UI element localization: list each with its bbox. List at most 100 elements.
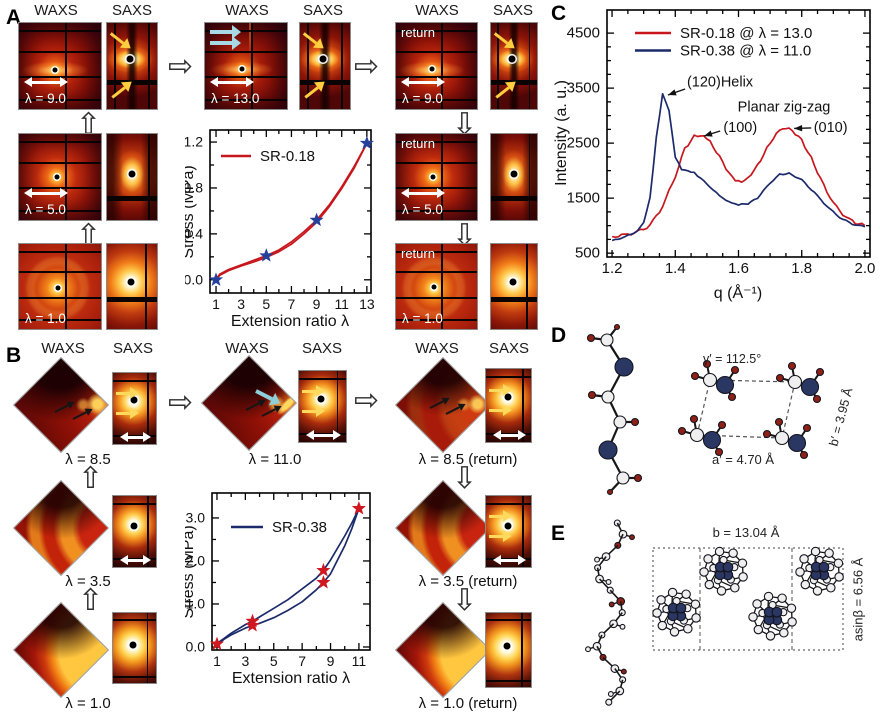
detector-gap-line xyxy=(205,50,287,53)
svg-text:0.8: 0.8 xyxy=(185,179,203,195)
panel-c-label: C xyxy=(551,2,567,25)
detector-gap-line xyxy=(113,618,156,621)
waxs-diamond-pattern xyxy=(394,479,492,577)
data-series xyxy=(215,142,368,281)
annotation-label: (010) xyxy=(814,120,848,136)
column-header: WAXS xyxy=(415,2,459,19)
beamstop xyxy=(510,170,518,178)
lambda-label: λ = 5.0 xyxy=(402,202,443,217)
saxs-pattern xyxy=(490,133,538,221)
annotation-label: (100) xyxy=(723,120,757,136)
detector-gap-line xyxy=(486,679,531,682)
stretch-direction-arrow-icon xyxy=(401,76,445,87)
lambda-label: λ = 1.0 xyxy=(402,311,443,326)
detector-gap-line xyxy=(148,134,150,220)
column-header: WAXS xyxy=(34,2,78,19)
panel-d-label: D xyxy=(551,324,567,347)
lambda-label: λ = 3.5 (return) xyxy=(418,573,518,590)
y-axis-label: Stress (MPa) xyxy=(185,165,197,258)
waxs-diamond-surface xyxy=(12,479,110,577)
waxs-pattern: λ = 5.0 xyxy=(18,133,102,221)
return-label: return xyxy=(401,25,435,40)
column-header: WAXS xyxy=(225,340,269,357)
saxs-pattern xyxy=(106,133,158,221)
detector-gap-line xyxy=(396,76,477,79)
annotation-label: Planar zig-zag xyxy=(738,99,831,115)
saxs-pattern xyxy=(485,368,532,443)
up-block-arrow-icon: ⇧ xyxy=(78,583,104,618)
data-series xyxy=(215,142,368,281)
detector-gap-line xyxy=(148,23,150,109)
waxs-diamond-surface xyxy=(394,601,492,699)
detector-gap-line xyxy=(114,23,116,109)
beamstop xyxy=(130,522,138,530)
beamstop xyxy=(130,396,138,404)
panel-b-label: B xyxy=(6,344,22,367)
stretch-direction-arrow-icon xyxy=(24,76,68,87)
saxs-pattern xyxy=(112,372,157,445)
detector-gap-line xyxy=(486,618,531,621)
x-axis-label: Extension ratio λ xyxy=(231,313,349,330)
svg-text:3: 3 xyxy=(237,296,245,312)
column-header: SAXS xyxy=(302,2,344,19)
yellow-arrow-icon xyxy=(303,31,318,45)
svg-text:2500: 2500 xyxy=(567,135,600,152)
star-marker xyxy=(359,135,374,150)
beamstop xyxy=(128,170,136,178)
data-series xyxy=(216,508,360,645)
lambda-label: λ = 3.5 xyxy=(65,573,111,590)
return-label: return xyxy=(401,136,435,151)
beamstop xyxy=(509,278,517,286)
waxs-pattern: λ = 13.0 xyxy=(204,22,288,110)
svg-text:500: 500 xyxy=(575,245,600,262)
detector-gap-line xyxy=(145,244,147,329)
lambda-label: λ = 1.0 xyxy=(25,311,66,326)
star-marker xyxy=(351,501,366,515)
detector-gap-line xyxy=(64,244,67,329)
waxs-diamond-surface xyxy=(394,479,492,577)
svg-text:1.6: 1.6 xyxy=(728,260,749,277)
svg-text:1: 1 xyxy=(212,296,220,312)
detector-gap-line xyxy=(19,29,101,32)
waxs-intensity-chart: 1.2 1.4 1.6 1.8 2.0 500 1500 2500 3500 4500 SR-0.1… xyxy=(553,9,875,302)
detector-gap-line xyxy=(441,23,443,109)
column-header: WAXS xyxy=(225,2,269,19)
detector-gap-line xyxy=(491,195,537,201)
lambda-label: λ = 8.5 (return) xyxy=(418,451,518,468)
lambda-label: λ = 13.0 xyxy=(211,91,260,106)
stress-strain-chart-sr038: 1 3 5 7 9 11 0.0 1.0 2.0 3.0 SR-0.38 Extension rati… xyxy=(185,492,371,687)
waxs-diamond-surface xyxy=(12,356,110,454)
saxs-pattern xyxy=(485,612,532,688)
waxs-diamond-pattern xyxy=(200,354,298,452)
svg-text:5: 5 xyxy=(262,296,270,312)
beamstop xyxy=(319,55,327,63)
detector-gap-line xyxy=(19,98,101,101)
svg-text:2.0: 2.0 xyxy=(186,552,206,568)
detector-gap-line xyxy=(491,296,537,302)
waxs-pattern: λ = 9.0 return xyxy=(395,22,478,110)
column-header: SAXS xyxy=(492,2,534,19)
planar-zigzag-unit-cell-structure-e xyxy=(585,519,844,706)
stretch-direction-arrow-icon xyxy=(120,431,151,442)
waxs-pattern: λ = 5.0 return xyxy=(395,133,478,221)
detector-gap-line xyxy=(336,371,339,442)
star-marker xyxy=(259,248,274,262)
detector-gap-line xyxy=(19,318,101,321)
beamstop xyxy=(55,285,61,291)
beamstop xyxy=(508,55,516,63)
detector-gap-line xyxy=(441,134,443,220)
detector-gap-line xyxy=(396,187,477,190)
legend-label: SR-0.18 @ λ = 13.0 xyxy=(680,25,812,42)
detector-gap-line xyxy=(19,209,101,212)
saxs-pattern xyxy=(485,495,532,568)
detector-gap-line xyxy=(441,244,443,329)
panel-a-label: A xyxy=(6,6,22,29)
svg-text:11: 11 xyxy=(352,653,367,669)
saxs-pattern xyxy=(490,22,538,110)
waxs-diamond-surface xyxy=(394,356,492,454)
detector-gap-line xyxy=(250,23,253,109)
saxs-pattern xyxy=(112,612,157,684)
detector-gap-line xyxy=(486,376,531,379)
beamstop xyxy=(429,66,435,72)
saxs-pattern xyxy=(106,243,158,330)
